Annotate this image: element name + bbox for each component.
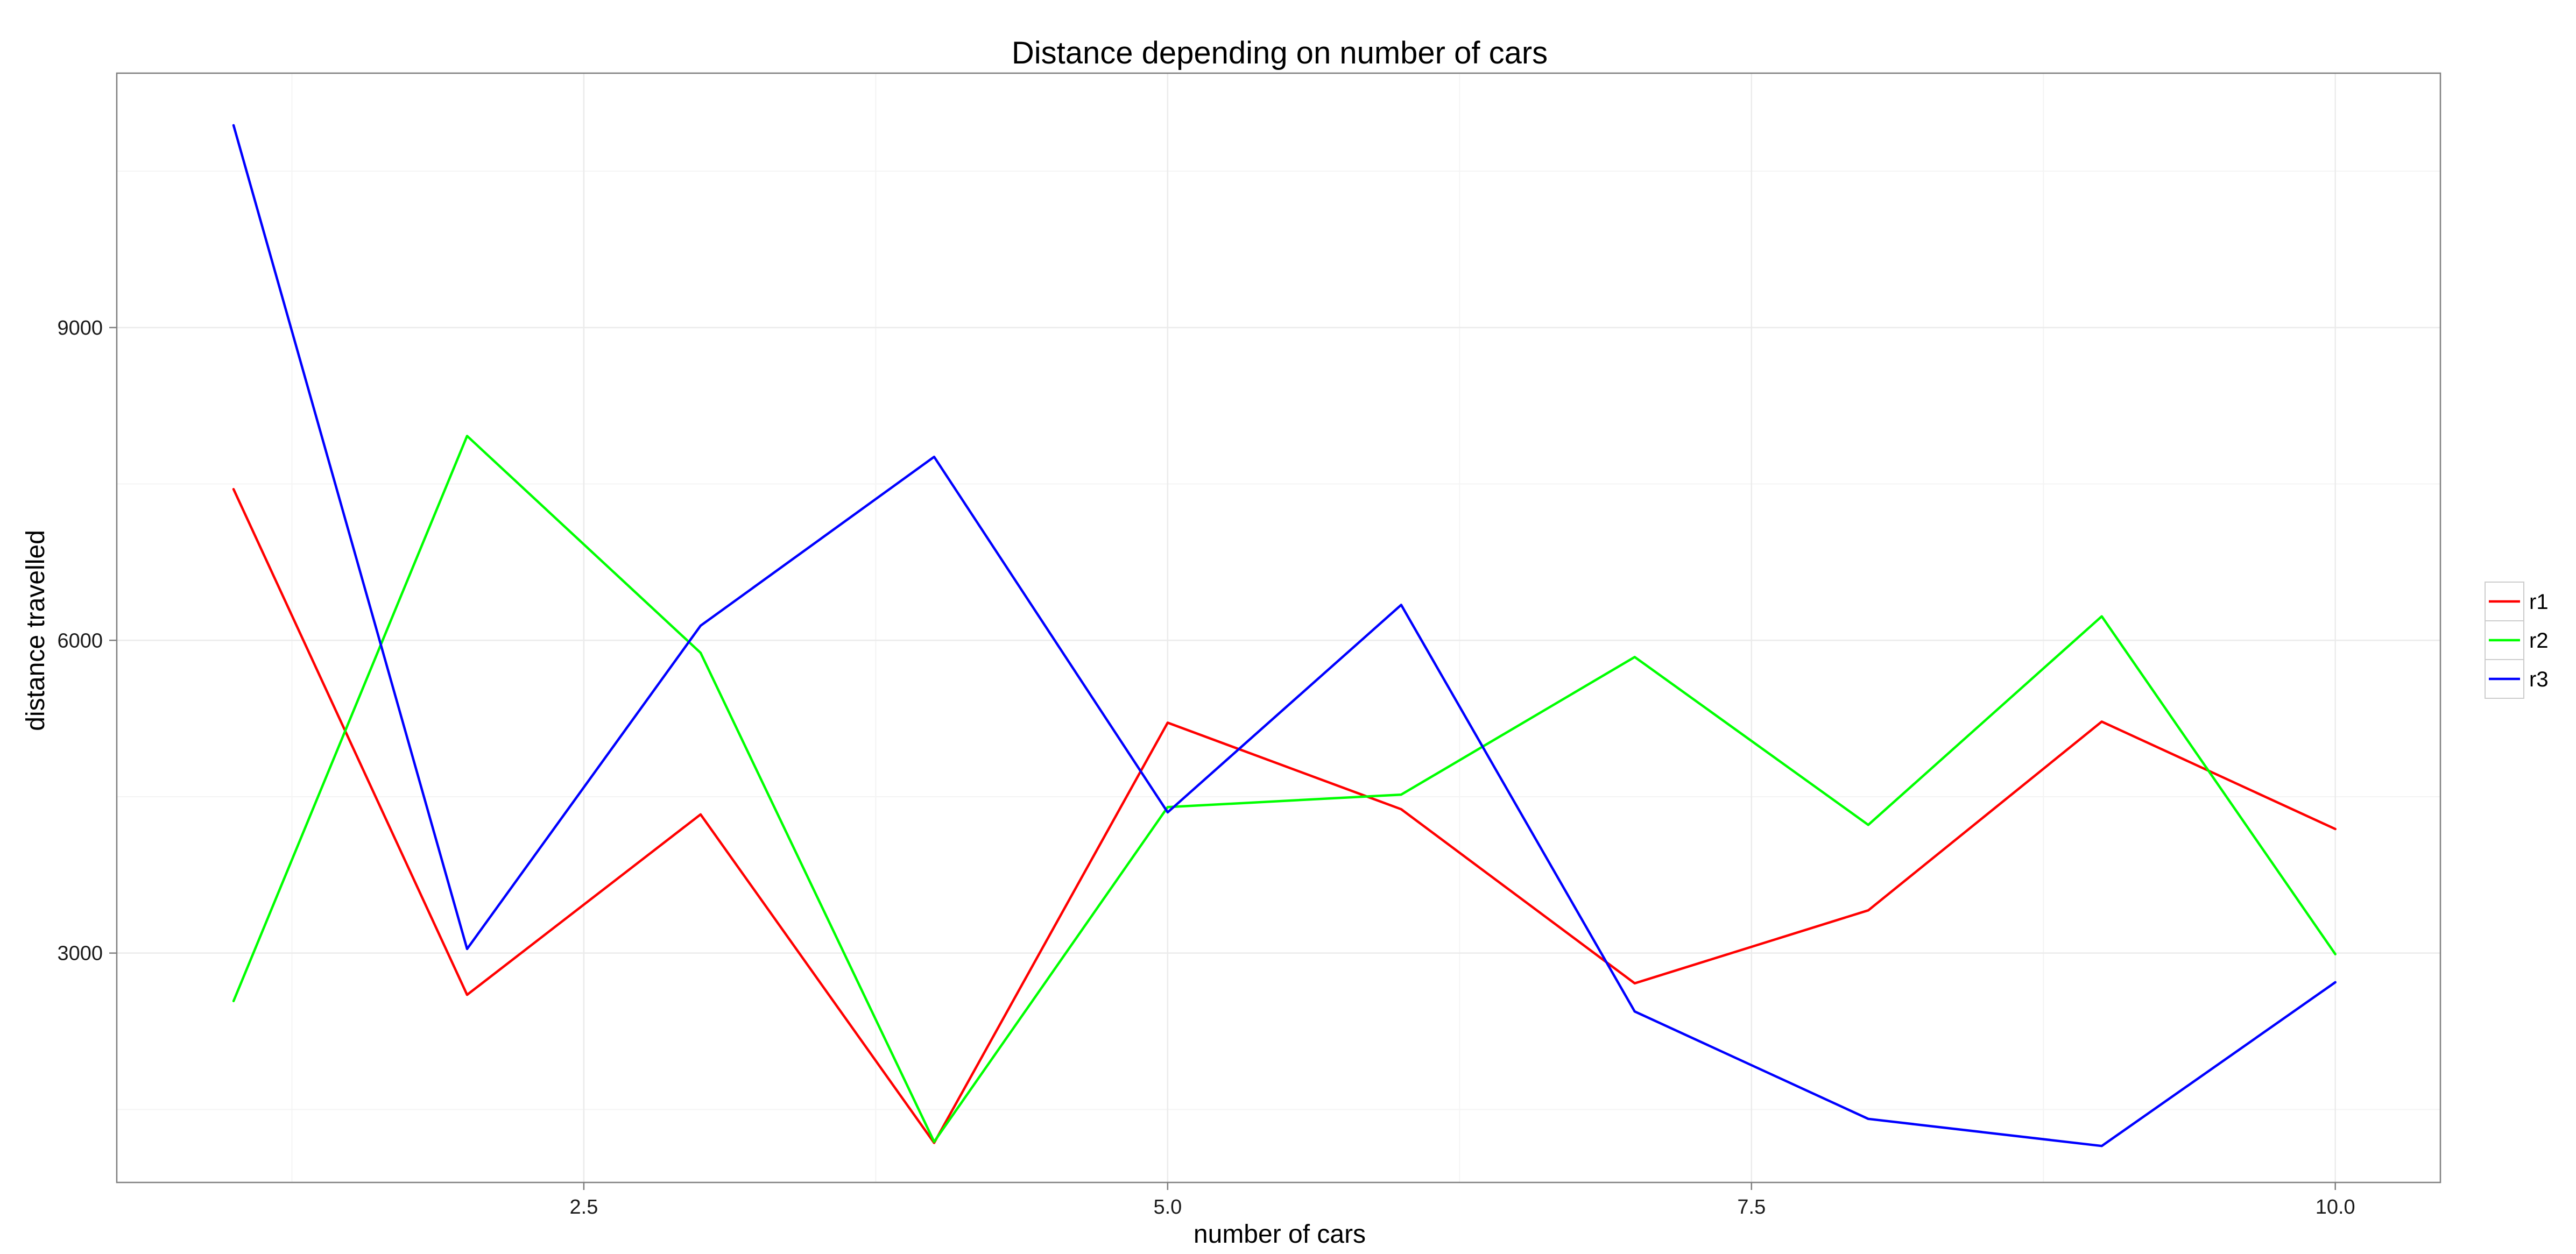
plot-panel-border	[116, 72, 2441, 1184]
legend: r1 r2 r3	[2485, 582, 2549, 699]
series-line-r2	[232, 435, 2337, 1143]
legend-label-r3: r3	[2529, 668, 2549, 691]
x-tick-label: 2.5	[570, 1196, 598, 1218]
x-tick-label: 7.5	[1737, 1196, 1766, 1218]
legend-label-r1: r1	[2529, 590, 2549, 614]
chart-title: Distance depending on number of cars	[1012, 36, 1548, 70]
y-tick-label: 9000	[57, 317, 103, 339]
data-series	[232, 124, 2337, 1147]
legend-label-r2: r2	[2529, 629, 2549, 653]
x-tick-label: 10.0	[2316, 1196, 2355, 1218]
series-line-r1	[232, 488, 2337, 1144]
series-line-r3	[232, 124, 2337, 1147]
x-tick-label: 5.0	[1153, 1196, 1182, 1218]
axis-ticks: 2.5 5.0 7.5 10.0 3000 6000 9000	[57, 317, 2355, 1218]
y-tick-label: 6000	[57, 629, 103, 652]
grid-lines	[117, 73, 2440, 1182]
y-tick-label: 3000	[57, 943, 103, 965]
y-axis-title: distance travelled	[22, 530, 50, 731]
x-axis-title: number of cars	[1194, 1220, 1366, 1249]
